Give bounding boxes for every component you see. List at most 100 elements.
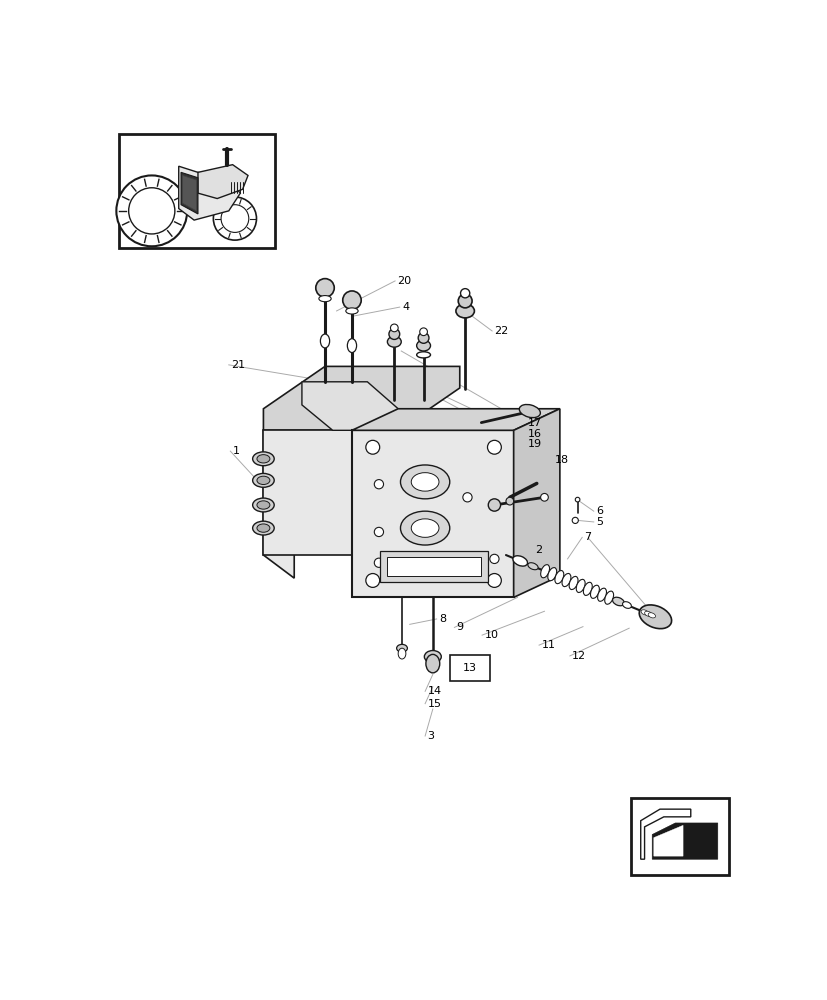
Ellipse shape — [256, 476, 270, 485]
Ellipse shape — [540, 565, 549, 578]
Circle shape — [462, 493, 471, 502]
Circle shape — [366, 440, 380, 454]
Circle shape — [117, 175, 187, 246]
Text: 5: 5 — [595, 517, 602, 527]
Text: 4: 4 — [402, 302, 409, 312]
Ellipse shape — [576, 579, 585, 592]
Polygon shape — [263, 430, 294, 578]
Ellipse shape — [347, 339, 356, 353]
Ellipse shape — [590, 585, 599, 598]
Circle shape — [487, 440, 500, 454]
Polygon shape — [181, 172, 198, 214]
Polygon shape — [179, 166, 240, 220]
Ellipse shape — [456, 304, 474, 318]
Circle shape — [540, 493, 547, 501]
Polygon shape — [302, 382, 398, 430]
Ellipse shape — [423, 651, 441, 663]
Circle shape — [315, 279, 334, 297]
Ellipse shape — [387, 336, 401, 347]
Text: 18: 18 — [555, 455, 569, 465]
Text: 7: 7 — [584, 532, 591, 542]
Circle shape — [342, 291, 361, 309]
Ellipse shape — [256, 524, 270, 532]
Circle shape — [457, 294, 471, 308]
Text: 8: 8 — [438, 614, 446, 624]
Circle shape — [213, 197, 256, 240]
Ellipse shape — [416, 340, 430, 351]
Bar — [630, 798, 729, 875]
Ellipse shape — [547, 568, 556, 581]
Ellipse shape — [416, 352, 430, 358]
Text: 2: 2 — [534, 545, 542, 555]
Ellipse shape — [400, 511, 449, 545]
Ellipse shape — [519, 404, 540, 418]
Text: 1: 1 — [232, 446, 239, 456]
Text: 14: 14 — [427, 686, 441, 696]
Ellipse shape — [411, 519, 438, 537]
Bar — [449, 655, 490, 681]
Polygon shape — [653, 825, 682, 856]
Ellipse shape — [320, 334, 329, 348]
Circle shape — [418, 333, 428, 343]
Circle shape — [571, 517, 577, 523]
Ellipse shape — [252, 452, 274, 466]
Polygon shape — [513, 409, 559, 597]
Ellipse shape — [396, 644, 407, 652]
Ellipse shape — [252, 498, 274, 512]
Ellipse shape — [597, 588, 605, 601]
Ellipse shape — [583, 582, 591, 595]
Polygon shape — [652, 823, 717, 859]
Circle shape — [390, 324, 398, 332]
Circle shape — [575, 497, 579, 502]
Circle shape — [488, 499, 500, 511]
Polygon shape — [198, 165, 248, 199]
Text: 20: 20 — [397, 276, 411, 286]
Text: 22: 22 — [494, 326, 508, 336]
Ellipse shape — [398, 648, 405, 659]
Circle shape — [374, 527, 383, 537]
Ellipse shape — [256, 501, 270, 509]
Polygon shape — [263, 430, 398, 555]
Text: 10: 10 — [484, 630, 498, 640]
Text: 6: 6 — [595, 506, 602, 516]
Text: 3: 3 — [427, 731, 434, 741]
Ellipse shape — [346, 308, 358, 314]
Polygon shape — [182, 175, 196, 211]
Text: 13: 13 — [462, 663, 476, 673]
Circle shape — [221, 205, 248, 232]
Circle shape — [460, 289, 469, 298]
Circle shape — [487, 574, 500, 587]
Ellipse shape — [256, 455, 270, 463]
Polygon shape — [640, 809, 690, 859]
Ellipse shape — [411, 473, 438, 491]
Polygon shape — [351, 409, 559, 430]
Ellipse shape — [554, 571, 563, 584]
Circle shape — [505, 497, 513, 505]
Text: 17: 17 — [527, 418, 541, 428]
Polygon shape — [351, 430, 513, 597]
Circle shape — [128, 188, 174, 234]
Ellipse shape — [648, 613, 655, 618]
Ellipse shape — [318, 296, 331, 302]
Circle shape — [389, 329, 399, 339]
Text: 15: 15 — [427, 699, 441, 709]
Ellipse shape — [425, 654, 439, 673]
Ellipse shape — [568, 576, 577, 590]
Polygon shape — [263, 366, 459, 430]
Ellipse shape — [400, 465, 449, 499]
Text: 11: 11 — [541, 640, 555, 650]
Ellipse shape — [512, 556, 527, 566]
Text: 16: 16 — [527, 429, 541, 439]
Ellipse shape — [640, 610, 648, 615]
Circle shape — [366, 574, 380, 587]
Bar — [380, 551, 488, 582]
Ellipse shape — [252, 521, 274, 535]
Text: 19: 19 — [527, 439, 541, 449]
Text: 9: 9 — [457, 622, 463, 632]
Bar — [386, 557, 480, 576]
Circle shape — [374, 480, 383, 489]
Text: 21: 21 — [231, 360, 245, 370]
Circle shape — [419, 328, 427, 336]
Circle shape — [490, 554, 499, 564]
Ellipse shape — [638, 605, 671, 629]
